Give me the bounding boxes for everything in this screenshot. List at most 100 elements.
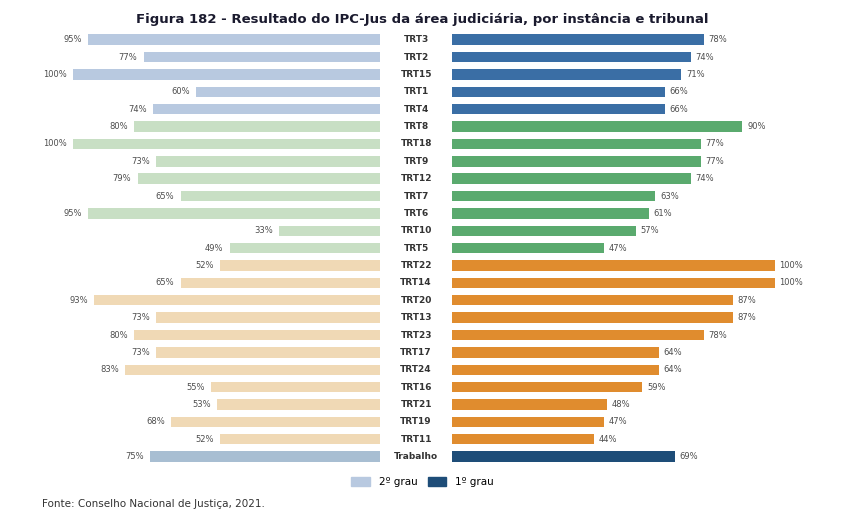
Bar: [89, 208, 380, 219]
Text: Figura 182 - Resultado do IPC-Jus da área judiciária, por instância e tribunal: Figura 182 - Resultado do IPC-Jus da áre…: [136, 13, 708, 26]
Bar: [452, 278, 774, 288]
Text: TRT19: TRT19: [400, 417, 431, 427]
Text: 74%: 74%: [128, 104, 147, 114]
Bar: [230, 243, 380, 253]
Text: TRT3: TRT3: [403, 35, 428, 44]
Text: TRT14: TRT14: [400, 278, 431, 287]
Bar: [156, 347, 380, 358]
Text: TRT12: TRT12: [400, 174, 431, 183]
Bar: [452, 330, 703, 340]
Bar: [452, 434, 593, 445]
Text: TRT6: TRT6: [403, 209, 428, 218]
Bar: [143, 52, 380, 62]
Bar: [217, 399, 380, 409]
Text: 78%: 78%: [708, 35, 727, 44]
Bar: [452, 364, 657, 375]
Text: TRT2: TRT2: [403, 53, 428, 62]
Text: 74%: 74%: [695, 174, 713, 183]
Text: TRT10: TRT10: [400, 226, 431, 235]
Bar: [73, 69, 380, 80]
Text: 49%: 49%: [205, 244, 224, 253]
Text: 66%: 66%: [669, 87, 688, 96]
Bar: [452, 191, 655, 201]
Bar: [95, 295, 380, 306]
Text: 60%: 60%: [171, 87, 190, 96]
Text: 80%: 80%: [110, 122, 128, 131]
Bar: [73, 139, 380, 149]
Text: 75%: 75%: [125, 452, 143, 461]
Text: 100%: 100%: [779, 278, 803, 287]
Text: 44%: 44%: [598, 435, 617, 444]
Text: 83%: 83%: [100, 365, 119, 374]
Bar: [171, 417, 380, 427]
Text: 77%: 77%: [705, 157, 723, 166]
Bar: [181, 278, 380, 288]
Text: TRT4: TRT4: [403, 104, 429, 114]
Text: 87%: 87%: [737, 313, 755, 322]
Text: 33%: 33%: [254, 226, 273, 235]
Bar: [452, 312, 732, 323]
Bar: [138, 174, 380, 184]
Bar: [452, 87, 664, 97]
Text: TRT5: TRT5: [403, 244, 428, 253]
Text: 90%: 90%: [746, 122, 765, 131]
Bar: [452, 417, 603, 427]
Text: 52%: 52%: [196, 261, 214, 270]
Text: 65%: 65%: [155, 191, 174, 201]
Text: TRT7: TRT7: [403, 191, 429, 201]
Bar: [452, 208, 648, 219]
Text: TRT9: TRT9: [403, 157, 429, 166]
Text: 48%: 48%: [611, 400, 630, 409]
Text: TRT1: TRT1: [403, 87, 428, 96]
Text: TRT13: TRT13: [400, 313, 431, 322]
Text: TRT18: TRT18: [400, 140, 431, 148]
Text: 66%: 66%: [669, 104, 688, 114]
Text: 87%: 87%: [737, 296, 755, 305]
Text: 93%: 93%: [70, 296, 89, 305]
Text: 73%: 73%: [131, 157, 149, 166]
Text: TRT20: TRT20: [400, 296, 431, 305]
Bar: [220, 261, 380, 271]
Bar: [279, 225, 380, 236]
Text: 47%: 47%: [608, 417, 626, 427]
Bar: [452, 52, 690, 62]
Text: 77%: 77%: [705, 140, 723, 148]
Bar: [452, 174, 690, 184]
Text: TRT8: TRT8: [403, 122, 428, 131]
Text: 53%: 53%: [192, 400, 211, 409]
Bar: [452, 104, 664, 114]
Bar: [452, 139, 700, 149]
Bar: [134, 330, 380, 340]
Bar: [452, 156, 700, 166]
Text: 68%: 68%: [146, 417, 165, 427]
Legend: 2º grau, 1º grau: 2º grau, 1º grau: [347, 473, 497, 491]
Text: Fonte: Conselho Nacional de Justiça, 2021.: Fonte: Conselho Nacional de Justiça, 202…: [42, 499, 265, 509]
Text: TRT17: TRT17: [400, 348, 431, 357]
Text: 100%: 100%: [43, 70, 67, 79]
Bar: [220, 434, 380, 445]
Text: 71%: 71%: [685, 70, 704, 79]
Text: TRT21: TRT21: [400, 400, 431, 409]
Text: 57%: 57%: [640, 226, 658, 235]
Text: 59%: 59%: [647, 383, 665, 392]
Text: 73%: 73%: [131, 313, 149, 322]
Text: 77%: 77%: [119, 53, 138, 62]
Bar: [452, 35, 703, 45]
Text: 69%: 69%: [679, 452, 697, 461]
Text: 95%: 95%: [63, 35, 82, 44]
Bar: [452, 451, 674, 462]
Text: 64%: 64%: [663, 365, 681, 374]
Text: 100%: 100%: [43, 140, 67, 148]
Text: 73%: 73%: [131, 348, 149, 357]
Bar: [125, 364, 380, 375]
Text: 65%: 65%: [155, 278, 174, 287]
Text: 52%: 52%: [196, 435, 214, 444]
Text: TRT11: TRT11: [400, 435, 431, 444]
Text: 100%: 100%: [779, 261, 803, 270]
Text: 64%: 64%: [663, 348, 681, 357]
Bar: [452, 121, 742, 132]
Text: TRT15: TRT15: [400, 70, 431, 79]
Text: 95%: 95%: [63, 209, 82, 218]
Text: 63%: 63%: [659, 191, 678, 201]
Bar: [211, 382, 380, 392]
